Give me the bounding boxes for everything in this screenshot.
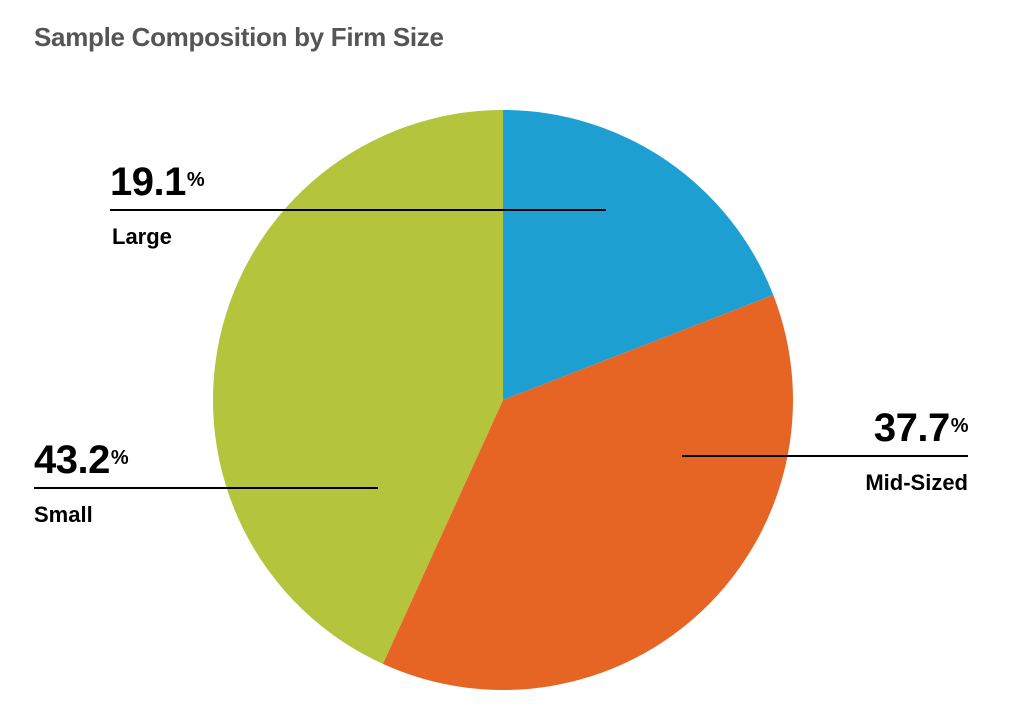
pie-slice-small [213, 110, 503, 664]
leader-line-mid-sized [682, 455, 968, 457]
slice-label-large: 19.1% Large [110, 160, 205, 249]
chart-title: Sample Composition by Firm Size [34, 22, 444, 52]
slice-percent-large: 19.1% [110, 160, 205, 204]
pie-slice-large [503, 110, 774, 400]
slice-category-large: Large [112, 224, 172, 249]
pie-slice-mid-sized [382, 294, 793, 690]
leader-line-small [34, 487, 378, 489]
slice-label-mid-sized: 37.7% Mid-Sized [865, 406, 969, 495]
leader-line-large [110, 209, 606, 211]
slice-category-mid-sized: Mid-Sized [865, 470, 968, 495]
slice-percent-mid-sized: 37.7% [873, 406, 969, 450]
slice-percent-small: 43.2% [34, 438, 129, 482]
slice-label-small: 43.2% Small [34, 438, 129, 527]
slice-category-small: Small [34, 502, 93, 527]
